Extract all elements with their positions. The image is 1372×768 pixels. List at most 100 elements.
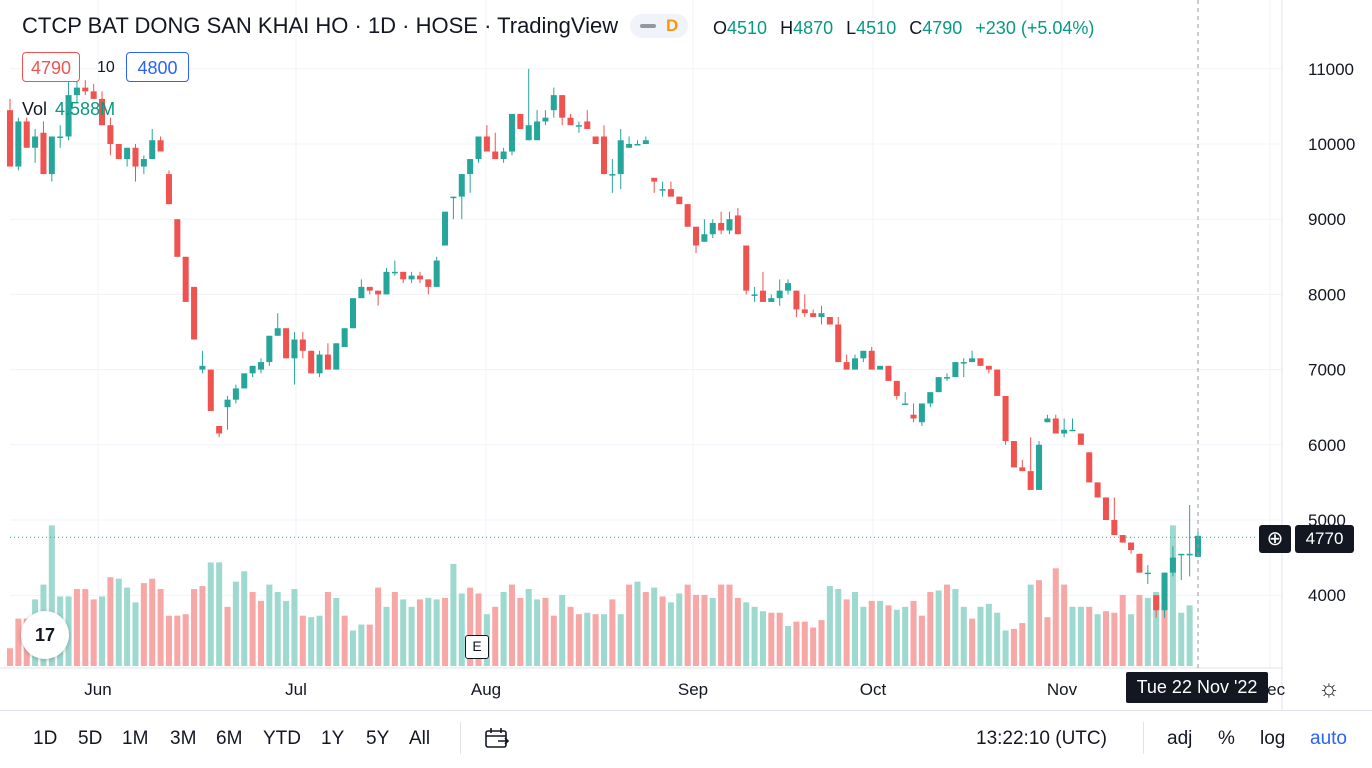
timeframe-1m-button[interactable]: 1M bbox=[122, 728, 149, 749]
data-status-pill[interactable]: D bbox=[630, 14, 688, 38]
timeframe-1y-button[interactable]: 1Y bbox=[321, 728, 345, 749]
utc-clock[interactable]: 13:22:10 (UTC) bbox=[976, 728, 1107, 749]
candle-body bbox=[375, 290, 382, 295]
candle-body bbox=[818, 313, 825, 317]
percent-toggle[interactable]: % bbox=[1218, 728, 1235, 749]
candle-body bbox=[793, 290, 800, 310]
volume-bar bbox=[333, 597, 340, 666]
candle-body bbox=[1002, 395, 1009, 442]
candle-body bbox=[1153, 595, 1160, 611]
volume-bar bbox=[316, 615, 323, 666]
volume-label: Vol bbox=[22, 99, 48, 119]
volume-bar bbox=[634, 581, 641, 666]
volume-bar bbox=[944, 584, 951, 666]
adj-toggle[interactable]: adj bbox=[1167, 728, 1193, 749]
candle-body bbox=[550, 95, 557, 111]
volume-bar bbox=[207, 562, 214, 666]
volume-bar bbox=[366, 624, 373, 666]
tradingview-logo[interactable]: 17 bbox=[21, 611, 69, 659]
timeframe-1d-button[interactable]: 1D bbox=[33, 728, 58, 749]
candle-body bbox=[642, 140, 649, 144]
current-price-label: 4770 bbox=[1295, 525, 1354, 553]
volume-bar bbox=[375, 587, 382, 666]
volume-bar bbox=[341, 615, 348, 666]
candle-body bbox=[843, 362, 850, 370]
volume-bar bbox=[517, 597, 524, 666]
candle-body bbox=[868, 350, 875, 370]
ohlc-readout: O4510 H4870 L4510 C4790 +230 (+5.04%) bbox=[713, 18, 1102, 39]
settings-gear-icon[interactable]: ☼ bbox=[1318, 675, 1340, 702]
candle-body bbox=[450, 196, 457, 199]
volume-bar bbox=[885, 605, 892, 666]
volume-bar bbox=[851, 592, 858, 666]
timeframe-6m-button[interactable]: 6M bbox=[216, 728, 243, 749]
volume-bar bbox=[918, 615, 925, 666]
close-label: C bbox=[909, 18, 923, 38]
candle-body bbox=[1010, 441, 1017, 468]
date-range-icon[interactable] bbox=[484, 727, 510, 749]
volume-bar bbox=[308, 617, 315, 666]
timeframe-5y-button[interactable]: 5Y bbox=[366, 728, 390, 749]
volume-bar bbox=[525, 589, 532, 666]
volume-bar bbox=[994, 612, 1001, 666]
earnings-marker[interactable]: E bbox=[465, 635, 489, 659]
candle-body bbox=[124, 147, 131, 160]
volume-bar bbox=[15, 618, 22, 666]
volume-bar bbox=[425, 597, 432, 666]
candle-body bbox=[191, 286, 198, 340]
volume-bar bbox=[910, 600, 917, 666]
volume-bar bbox=[751, 606, 758, 666]
candle-body bbox=[107, 125, 114, 144]
log-toggle[interactable]: log bbox=[1260, 728, 1286, 749]
volume-bar bbox=[115, 578, 122, 666]
volume-bar bbox=[759, 611, 766, 666]
candle-body bbox=[701, 234, 708, 242]
timeframe-ytd-button[interactable]: YTD bbox=[263, 728, 301, 749]
candle-body bbox=[241, 373, 248, 389]
candle-body bbox=[333, 343, 340, 370]
volume-bar bbox=[776, 612, 783, 666]
change-value: +230 (+5.04%) bbox=[975, 18, 1095, 38]
bid-button[interactable]: 4790 bbox=[22, 52, 80, 82]
candle-body bbox=[877, 365, 884, 370]
candle-body bbox=[1052, 418, 1059, 434]
candle-body bbox=[575, 125, 582, 127]
candle-body bbox=[216, 426, 223, 434]
auto-toggle[interactable]: auto bbox=[1310, 728, 1347, 749]
volume-bar bbox=[1061, 584, 1068, 666]
y-tick-label: 7000 bbox=[1308, 361, 1346, 380]
candle-body bbox=[826, 316, 833, 325]
y-tick-label: 4000 bbox=[1308, 586, 1346, 605]
volume-bar bbox=[1169, 525, 1176, 666]
volume-bar bbox=[542, 597, 549, 666]
volume-bar bbox=[1111, 612, 1118, 666]
volume-bar bbox=[534, 599, 541, 666]
volume-bar bbox=[291, 589, 298, 666]
candle-body bbox=[751, 294, 758, 296]
candle-body bbox=[467, 159, 474, 175]
x-tick-label: Nov bbox=[1047, 680, 1078, 699]
timeframe-all-button[interactable]: All bbox=[409, 728, 431, 749]
volume-bar bbox=[843, 599, 850, 666]
candle-body bbox=[249, 365, 256, 374]
candle-body bbox=[969, 358, 976, 363]
y-tick-label: 6000 bbox=[1308, 436, 1346, 455]
candle-body bbox=[500, 151, 507, 160]
add-alert-button[interactable]: ⊕ bbox=[1259, 525, 1291, 553]
candle-body bbox=[734, 215, 741, 235]
candle-body bbox=[400, 271, 407, 280]
candle-body bbox=[1044, 418, 1051, 423]
volume-bar bbox=[174, 615, 181, 666]
volume-bar bbox=[165, 615, 172, 666]
candle-body bbox=[1128, 542, 1135, 551]
candle-body bbox=[676, 196, 683, 205]
ask-button[interactable]: 4800 bbox=[126, 52, 189, 82]
timeframe-3m-button[interactable]: 3M bbox=[170, 728, 197, 749]
volume-bar bbox=[726, 584, 733, 666]
timeframe-5d-button[interactable]: 5D bbox=[78, 728, 103, 749]
volume-bar bbox=[400, 599, 407, 666]
chart-title: CTCP BAT DONG SAN KHAI HO · 1D · HOSE · … bbox=[22, 13, 619, 38]
candle-body bbox=[617, 140, 624, 175]
candle-body bbox=[115, 144, 122, 160]
